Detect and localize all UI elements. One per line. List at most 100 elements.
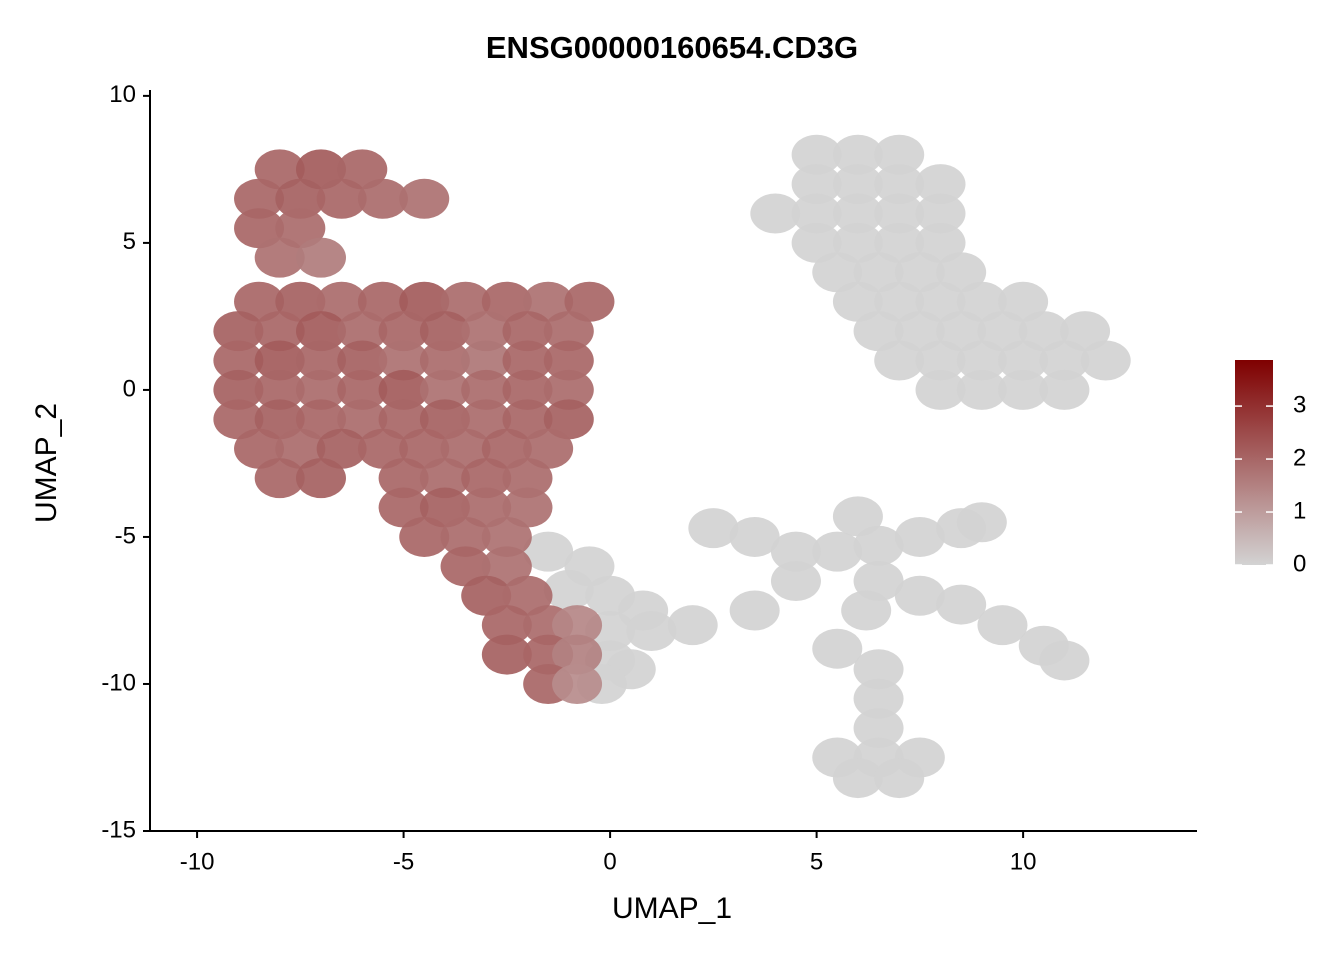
x-tick-label: 5 <box>810 848 823 875</box>
point <box>419 369 470 410</box>
point <box>543 399 594 440</box>
y-tick-label: 0 <box>123 375 136 402</box>
point <box>502 340 553 381</box>
point <box>399 428 450 469</box>
point <box>337 311 388 352</box>
point <box>254 458 305 499</box>
colorbar-tick-label: 3 <box>1293 391 1306 418</box>
point <box>956 369 1007 410</box>
point <box>915 193 966 234</box>
point <box>770 561 821 602</box>
point <box>502 311 553 352</box>
point <box>254 369 305 410</box>
point <box>936 584 987 625</box>
point <box>502 458 553 499</box>
point <box>977 605 1028 646</box>
point <box>523 428 574 469</box>
point <box>316 428 367 469</box>
point <box>481 634 532 675</box>
point <box>357 281 408 322</box>
point <box>552 605 603 646</box>
point <box>894 252 945 293</box>
point <box>853 252 904 293</box>
point <box>1018 311 1069 352</box>
point <box>234 178 285 219</box>
point <box>254 149 305 190</box>
point <box>729 516 780 557</box>
x-tick-label: -10 <box>180 848 215 875</box>
point <box>832 758 883 799</box>
y-tick-label: 10 <box>109 81 136 108</box>
point <box>275 428 326 469</box>
point <box>440 516 491 557</box>
colorbar-tick-label: 1 <box>1293 497 1306 524</box>
point <box>998 281 1049 322</box>
point <box>461 340 512 381</box>
y-tick-label: -15 <box>101 816 136 843</box>
point <box>213 369 264 410</box>
point <box>481 605 532 646</box>
point <box>791 134 842 175</box>
point <box>770 531 821 572</box>
point <box>378 311 429 352</box>
point <box>874 340 925 381</box>
point <box>399 178 450 219</box>
point <box>275 208 326 249</box>
point <box>502 487 553 528</box>
point <box>874 134 925 175</box>
point <box>461 311 512 352</box>
point <box>461 575 512 616</box>
point <box>956 340 1007 381</box>
point <box>998 340 1049 381</box>
point <box>337 340 388 381</box>
point <box>337 399 388 440</box>
point <box>564 281 615 322</box>
x-tick-label: 0 <box>603 848 616 875</box>
point <box>523 281 574 322</box>
point <box>832 496 883 537</box>
point <box>977 311 1028 352</box>
point <box>874 758 925 799</box>
point <box>1060 311 1111 352</box>
point <box>357 428 408 469</box>
y-axis-label: UMAP_2 <box>30 403 63 523</box>
point <box>956 502 1007 543</box>
point <box>998 369 1049 410</box>
point <box>502 369 553 410</box>
point <box>502 399 553 440</box>
point <box>832 164 883 205</box>
point <box>295 311 346 352</box>
point <box>936 252 987 293</box>
point <box>853 678 904 719</box>
y-tick-label: -10 <box>101 669 136 696</box>
point <box>915 164 966 205</box>
point <box>337 149 388 190</box>
point <box>357 178 408 219</box>
point <box>295 399 346 440</box>
point <box>378 369 429 410</box>
point <box>399 516 450 557</box>
point <box>1039 340 1090 381</box>
point <box>626 611 677 652</box>
point <box>874 164 925 205</box>
point <box>461 458 512 499</box>
point <box>419 399 470 440</box>
colorbar <box>1235 360 1273 565</box>
point <box>481 516 532 557</box>
point <box>841 590 892 631</box>
point <box>316 178 367 219</box>
point <box>543 340 594 381</box>
point <box>956 281 1007 322</box>
point <box>378 340 429 381</box>
x-tick-label: 10 <box>1010 848 1037 875</box>
point <box>832 281 883 322</box>
point <box>295 149 346 190</box>
point <box>1080 340 1131 381</box>
point <box>552 634 603 675</box>
point <box>295 458 346 499</box>
point <box>812 531 863 572</box>
point <box>254 311 305 352</box>
point <box>295 369 346 410</box>
point <box>853 649 904 690</box>
point <box>874 281 925 322</box>
